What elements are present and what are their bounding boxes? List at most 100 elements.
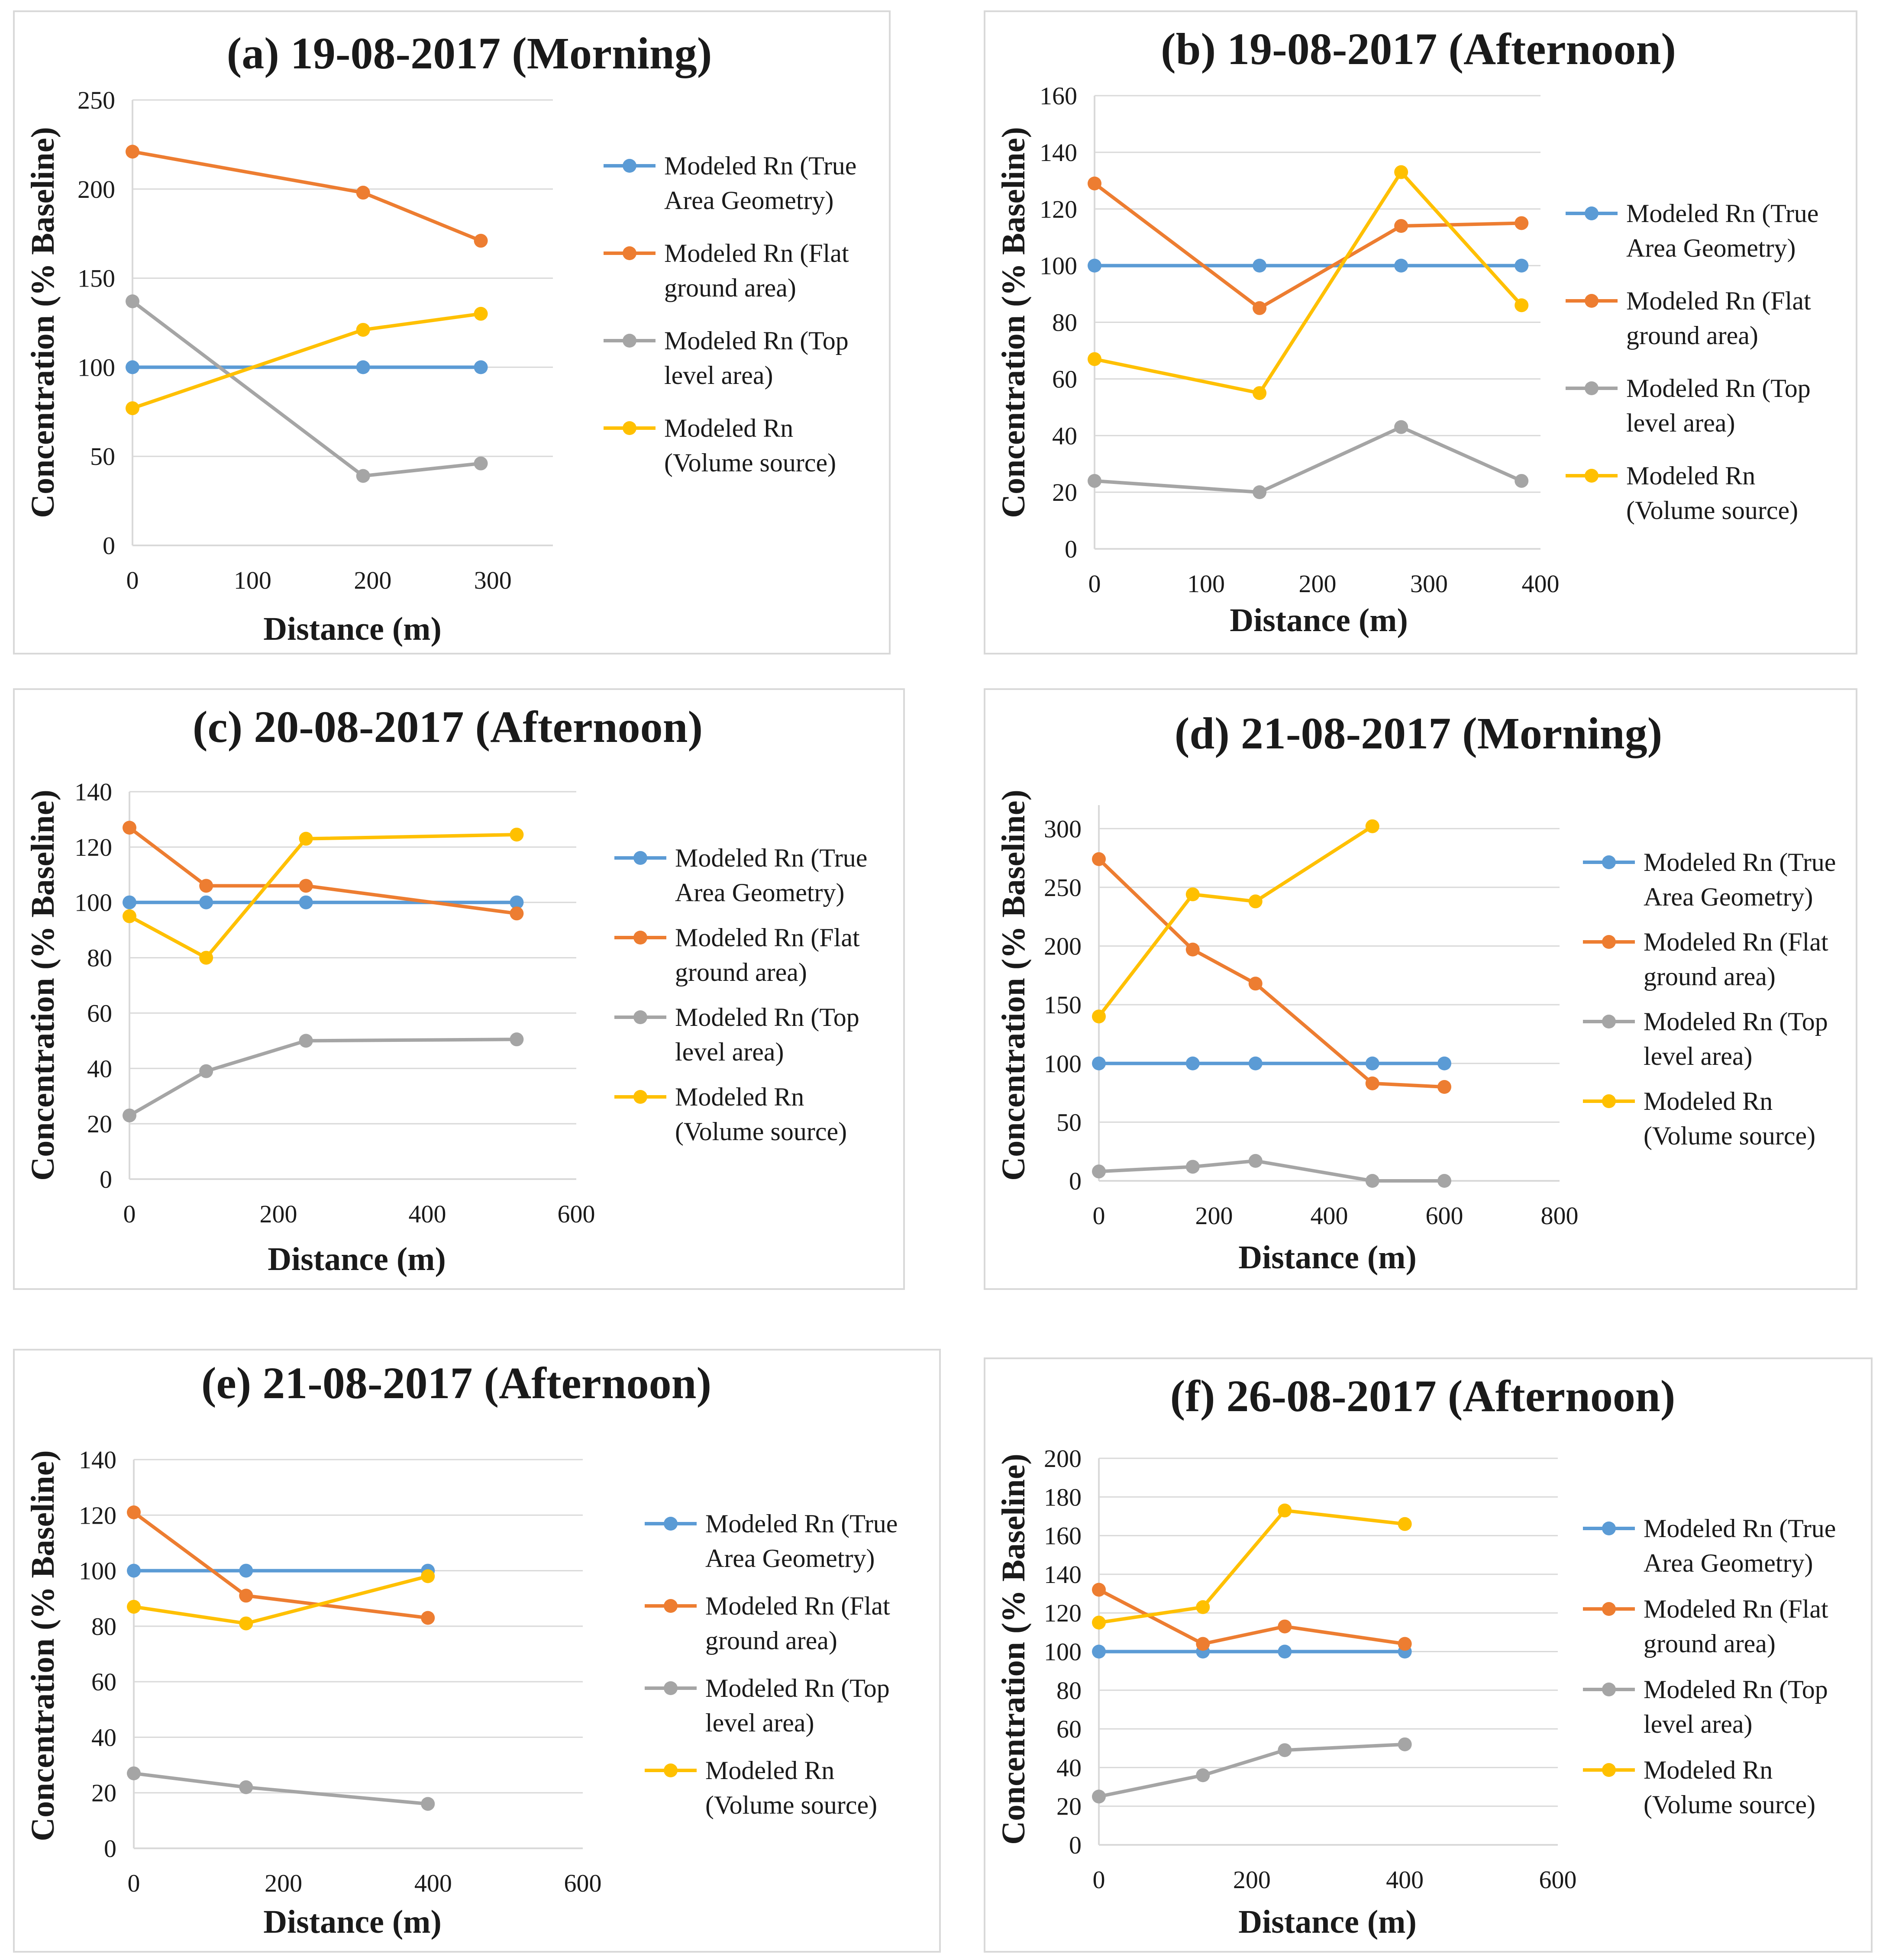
x-tick-label: 100 (234, 566, 271, 594)
chart-svg: 0 20 40 60 80 100 120 140 0 200 400 600 (e) 21-08-20… (25, 1358, 898, 1940)
data-point-modeled-rn-flat-ground-area (127, 1505, 141, 1519)
legend-marker (1602, 1683, 1616, 1696)
legend-label: Modeled Rn (Top (1626, 374, 1811, 403)
x-tick-label: 200 (260, 1200, 297, 1228)
y-tick-label: 20 (87, 1110, 112, 1138)
legend-marker (1602, 855, 1616, 869)
data-point-modeled-rn-flat-ground-area (1278, 1619, 1292, 1634)
legend-marker (1602, 935, 1616, 949)
data-point-modeled-rn-flat-ground-area (1092, 852, 1106, 866)
data-point-modeled-rn-volume-source (1394, 165, 1408, 179)
data-point-modeled-rn-true-area-geometry (1088, 258, 1101, 273)
chart-panel-b: 0 20 40 60 80 100 120 140 160 0 100 200 300 400 (b) 19… (984, 10, 1857, 654)
x-tick-label: 200 (265, 1869, 302, 1897)
legend-label: Area Geometry) (705, 1544, 875, 1573)
data-point-modeled-rn-flat-ground-area (1185, 942, 1200, 957)
x-tick-label: 0 (1093, 1866, 1105, 1894)
legend-marker (623, 421, 636, 435)
legend-label: (Volume source) (705, 1791, 877, 1819)
data-point-modeled-rn-flat-ground-area (510, 906, 524, 921)
data-point-modeled-rn-volume-source (1515, 298, 1529, 313)
data-point-modeled-rn-volume-source (474, 306, 488, 321)
legend-label: Area Geometry) (675, 878, 844, 907)
data-point-modeled-rn-flat-ground-area (123, 821, 136, 835)
data-point-modeled-rn-true-area-geometry (1253, 258, 1267, 273)
data-point-modeled-rn-top-level-area (1248, 1154, 1263, 1168)
legend-label: Modeled Rn (675, 1083, 804, 1111)
y-tick-label: 20 (1052, 478, 1077, 506)
legend-label: Modeled Rn (True (1626, 199, 1818, 228)
y-tick-label: 40 (87, 1054, 112, 1083)
y-tick-label: 250 (1044, 874, 1082, 902)
data-point-modeled-rn-true-area-geometry (1185, 1056, 1200, 1070)
series-line-modeled-rn-volume-source (132, 312, 481, 410)
data-point-modeled-rn-top-level-area (1398, 1737, 1412, 1751)
data-point-modeled-rn-flat-ground-area (474, 234, 488, 248)
legend-marker (623, 334, 636, 348)
y-tick-label: 120 (1040, 195, 1077, 223)
data-point-modeled-rn-flat-ground-area (299, 879, 313, 893)
legend-marker (664, 1681, 678, 1695)
series-line-modeled-rn-flat-ground-area (1098, 858, 1445, 1089)
data-point-modeled-rn-flat-ground-area (1088, 176, 1101, 190)
y-tick-label: 100 (78, 353, 115, 381)
x-tick-label: 400 (1522, 570, 1560, 598)
legend-label: Area Geometry) (1644, 883, 1813, 911)
y-tick-label: 20 (1056, 1792, 1082, 1821)
y-tick-label: 250 (78, 86, 115, 114)
legend-label: level area) (664, 361, 773, 390)
chart-panel-f: 0 20 40 60 80 100 120 140 160 180 200 0 200 400 600 (f)… (984, 1357, 1873, 1953)
chart-title: (c) 20-08-2017 (Afternoon) (193, 702, 703, 752)
legend-label: (Volume source) (1644, 1122, 1815, 1150)
y-tick-label: 0 (103, 532, 115, 560)
x-tick-label: 600 (1539, 1866, 1577, 1894)
y-tick-label: 140 (74, 778, 112, 806)
chart-panel-a: 0 50 100 150 200 250 0 100 200 300 (a) 19-08-2017 … (13, 10, 891, 654)
legend-marker (633, 851, 647, 865)
legend-label: (Volume source) (1626, 496, 1798, 525)
x-axis-label: Distance (m) (263, 611, 442, 647)
y-tick-label: 60 (1052, 365, 1077, 393)
x-tick-label: 200 (1299, 570, 1337, 598)
data-point-modeled-rn-top-level-area (1253, 485, 1267, 500)
y-axis-label: Concentration (% Baseline) (995, 790, 1032, 1180)
x-tick-label: 200 (354, 566, 391, 594)
series-line-modeled-rn-volume-source (1098, 1509, 1405, 1625)
chart-title: (a) 19-08-2017 (Morning) (227, 29, 712, 78)
data-point-modeled-rn-top-level-area (127, 1766, 141, 1780)
chart-title: (b) 19-08-2017 (Afternoon) (1161, 24, 1676, 74)
legend-label: Modeled Rn (Top (1644, 1675, 1828, 1704)
data-point-modeled-rn-top-level-area (421, 1797, 435, 1811)
data-point-modeled-rn-top-level-area (126, 294, 139, 309)
data-point-modeled-rn-top-level-area (1365, 1174, 1379, 1188)
data-point-modeled-rn-flat-ground-area (1398, 1637, 1412, 1651)
legend-marker (1602, 1763, 1616, 1777)
legend-label: Modeled Rn (Flat (675, 923, 860, 952)
data-point-modeled-rn-volume-source (1185, 887, 1200, 902)
y-tick-label: 120 (74, 833, 112, 861)
x-tick-label: 300 (474, 566, 512, 594)
legend-marker (623, 159, 636, 173)
y-tick-label: 100 (1044, 1050, 1082, 1078)
x-axis-label: Distance (m) (1238, 1904, 1417, 1940)
legend-label: Modeled Rn (Top (664, 326, 849, 355)
legend-label: (Volume source) (664, 448, 836, 477)
data-point-modeled-rn-flat-ground-area (1253, 301, 1267, 315)
legend-label: Modeled Rn (Flat (1644, 1595, 1828, 1623)
series-line-modeled-rn-top-level-area (1098, 1742, 1405, 1799)
y-axis-label: Concentration (% Baseline) (995, 1454, 1032, 1844)
data-point-modeled-rn-volume-source (356, 322, 370, 337)
legend-marker (1585, 294, 1599, 308)
y-tick-label: 0 (100, 1165, 112, 1193)
legend-label: ground area) (1626, 321, 1758, 350)
data-point-modeled-rn-true-area-geometry (1092, 1056, 1106, 1070)
y-tick-label: 40 (91, 1723, 116, 1751)
y-axis-label: Concentration (% Baseline) (25, 127, 61, 518)
y-tick-label: 40 (1056, 1754, 1082, 1782)
y-tick-label: 160 (1040, 82, 1077, 110)
data-point-modeled-rn-volume-source (299, 832, 313, 846)
chart-title: (d) 21-08-2017 (Morning) (1175, 709, 1663, 758)
data-point-modeled-rn-true-area-geometry (1092, 1644, 1106, 1659)
data-point-modeled-rn-volume-source (239, 1616, 253, 1631)
data-point-modeled-rn-top-level-area (199, 1064, 213, 1078)
